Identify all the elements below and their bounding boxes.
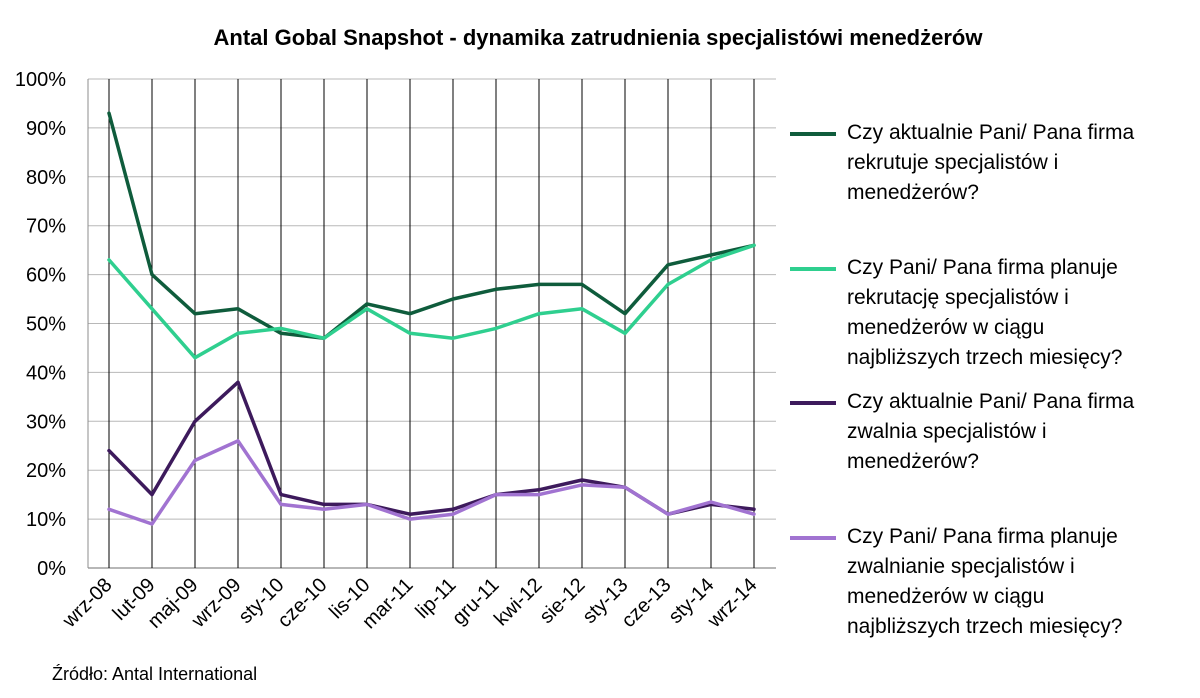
y-tick-label: 50% — [26, 314, 66, 336]
y-tick-label: 0% — [37, 558, 66, 580]
y-tick-label: 20% — [26, 460, 66, 482]
x-tick-label: cze-13 — [618, 574, 676, 632]
y-axis-tick-labels: 0% 10% 20% 30% 40% 50% 60% 70% 80% 90% 100% — [15, 69, 66, 580]
legend-label-line: Czy Pani/ Pana firma planuje — [847, 256, 1118, 279]
legend-label-line: Czy aktualnie Pani/ Pana firma — [847, 390, 1135, 413]
legend-label-line: rekrutację specjalistów i — [847, 286, 1069, 309]
legend-label-line: zwalnianie specjalistów i — [847, 555, 1075, 578]
legend-label-line: Czy Pani/ Pana firma planuje — [847, 525, 1118, 548]
series-line-4 — [107, 439, 756, 526]
source-note: Źródło: Antal International — [52, 664, 258, 684]
x-axis-tick-labels: wrz-08lut-09maj-09wrz-09sty-10cze-10lis-… — [58, 574, 762, 633]
y-tick-label: 30% — [26, 411, 66, 433]
legend-swatch-1 — [790, 132, 836, 136]
y-tick-label: 10% — [26, 509, 66, 531]
series-line-1 — [107, 111, 756, 340]
gridlines — [87, 78, 776, 569]
legend-label-line: menedżerów w ciągu — [847, 316, 1045, 339]
x-tick-label: sie-12 — [535, 574, 589, 628]
legend-label-line: najbliższych trzech miesięcy? — [847, 346, 1123, 369]
y-tick-label: 80% — [26, 167, 66, 189]
legend-swatch-4 — [790, 536, 836, 540]
y-tick-label: 60% — [26, 265, 66, 287]
y-tick-label: 100% — [15, 69, 66, 91]
legend-label-line: menedżerów? — [847, 181, 979, 204]
legend-label-line: najbliższych trzech miesięcy? — [847, 615, 1123, 638]
legend-label-line: zwalnia specjalistów i — [847, 420, 1047, 443]
legend-swatch-2 — [790, 267, 836, 271]
y-tick-label: 40% — [26, 362, 66, 384]
x-tick-label: cze-10 — [274, 574, 332, 632]
legend-label-line: menedżerów w ciągu — [847, 585, 1045, 608]
series-line-2 — [107, 243, 756, 360]
series-lines — [107, 111, 756, 526]
legend-label-line: rekrutuje specjalistów i — [847, 151, 1059, 174]
legend-swatch-3 — [790, 401, 836, 405]
legend-label-line: menedżerów? — [847, 450, 979, 473]
y-tick-label: 90% — [26, 118, 66, 140]
chart-title: Antal Gobal Snapshot - dynamika zatrudni… — [214, 25, 984, 50]
x-tick-label: kwi-12 — [490, 574, 546, 630]
legend-label-line: Czy aktualnie Pani/ Pana firma — [847, 121, 1135, 144]
y-tick-label: 70% — [26, 216, 66, 238]
series-line-3 — [107, 380, 756, 516]
x-tick-label: wrz-08 — [58, 574, 117, 633]
